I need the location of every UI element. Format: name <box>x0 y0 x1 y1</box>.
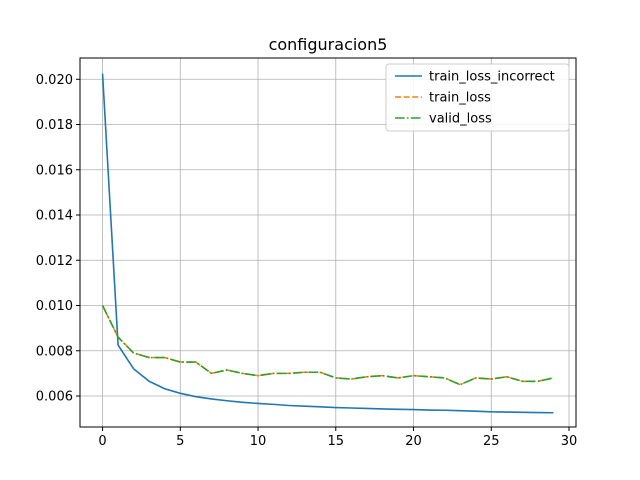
legend-label-valid-loss: valid_loss <box>429 112 492 127</box>
x-axis: 0 5 10 15 20 25 30 <box>98 427 577 449</box>
y-tick-label: 0.016 <box>36 163 73 178</box>
y-tick-label: 0.008 <box>36 344 73 359</box>
x-tick-label: 15 <box>328 434 345 449</box>
x-tick-label: 20 <box>405 434 422 449</box>
y-tick-label: 0.010 <box>36 299 73 314</box>
y-tick-label: 0.006 <box>36 390 73 405</box>
x-tick-label: 10 <box>250 434 267 449</box>
series-line-train-loss-incorrect <box>101 73 554 414</box>
x-tick-label: 25 <box>483 434 500 449</box>
legend: train_loss_incorrect train_loss valid_loss <box>385 63 570 132</box>
y-tick-label: 0.018 <box>36 118 73 133</box>
plot-frame <box>79 57 577 428</box>
x-tick-label: 30 <box>561 434 578 449</box>
series-line-train-loss <box>101 305 554 386</box>
series-line-valid-loss <box>101 305 554 386</box>
series-lines <box>101 73 554 414</box>
y-tick-label: 0.012 <box>36 254 73 269</box>
y-tick-label: 0.020 <box>36 73 73 88</box>
legend-label-train-loss-incorrect: train_loss_incorrect <box>429 70 555 85</box>
x-tick-label: 5 <box>176 434 184 449</box>
x-tick-label: 0 <box>98 434 106 449</box>
y-axis: 0.006 0.008 0.010 0.012 0.014 0.016 0.018 0.020 <box>36 73 80 405</box>
y-tick-label: 0.014 <box>36 209 73 224</box>
legend-label-train-loss: train_loss <box>429 91 491 106</box>
legend-box <box>385 63 570 132</box>
chart-title: configuracion5 <box>269 35 388 54</box>
